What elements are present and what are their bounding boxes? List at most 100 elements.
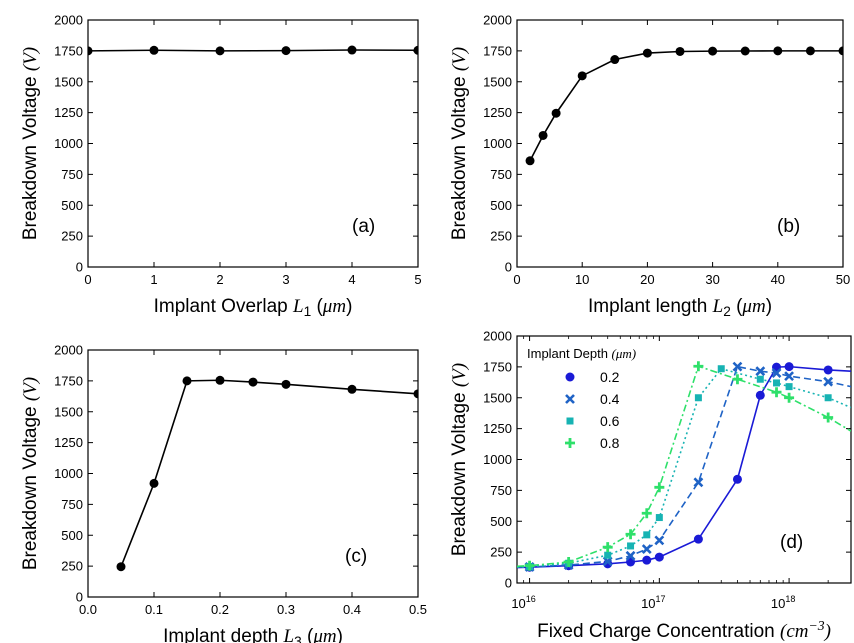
y-axis-label: Breakdown Voltage (V) bbox=[20, 47, 41, 240]
y-tick-label: 750 bbox=[490, 167, 512, 182]
data-point bbox=[771, 387, 782, 398]
data-point bbox=[525, 156, 535, 166]
panel-label: (d) bbox=[780, 532, 803, 553]
x-axis-label: Fixed Charge Concentration (cm−3​) bbox=[537, 618, 831, 642]
data-point bbox=[149, 45, 159, 55]
y-tick-label: 0 bbox=[505, 576, 512, 591]
y-tick-label: 2000 bbox=[483, 13, 512, 28]
y-tick-label: 1750 bbox=[54, 43, 83, 58]
y-tick-label: 1250 bbox=[483, 421, 512, 436]
data-point bbox=[755, 366, 766, 377]
data-point bbox=[732, 361, 743, 372]
legend-entry: 0.4 bbox=[600, 391, 620, 407]
data-layer bbox=[88, 45, 418, 56]
y-tick-label: 250 bbox=[490, 229, 512, 244]
data-point bbox=[732, 374, 743, 385]
legend-marker bbox=[565, 372, 575, 382]
data-point bbox=[641, 544, 652, 554]
y-tick-label: 500 bbox=[61, 198, 83, 213]
x-tick-label: 1017 bbox=[641, 594, 665, 611]
data-point bbox=[740, 46, 750, 56]
y-tick-label: 750 bbox=[61, 167, 83, 182]
legend-marker bbox=[565, 394, 575, 404]
y-tick-label: 250 bbox=[61, 229, 83, 244]
data-point bbox=[693, 361, 704, 372]
y-tick-label: 2000 bbox=[54, 343, 83, 358]
y-tick-label: 250 bbox=[61, 559, 83, 574]
data-layer bbox=[525, 46, 843, 166]
legend-marker bbox=[566, 417, 574, 425]
data-point bbox=[642, 555, 652, 565]
data-point bbox=[413, 45, 418, 55]
legend-entry: 0.6 bbox=[600, 413, 620, 429]
data-point bbox=[785, 383, 793, 391]
data-point bbox=[149, 478, 159, 488]
data-point bbox=[610, 55, 620, 65]
data-point bbox=[693, 477, 704, 488]
data-point bbox=[347, 45, 357, 55]
y-tick-label: 0 bbox=[505, 260, 512, 275]
y-tick-label: 1000 bbox=[54, 466, 83, 481]
data-point bbox=[551, 108, 561, 118]
y-tick-label: 500 bbox=[490, 198, 512, 213]
series-line bbox=[88, 49, 418, 52]
x-tick-label: 0.0 bbox=[79, 602, 97, 617]
y-tick-label: 1250 bbox=[54, 435, 83, 450]
x-tick-label: 0 bbox=[84, 272, 91, 287]
data-point bbox=[281, 46, 291, 56]
data-point bbox=[708, 46, 718, 56]
panel-a: 0 250 500 750 1000 1250 1500 1750 2000 0 1 2 3 4 5 Impl… bbox=[20, 13, 422, 320]
series-line bbox=[517, 367, 851, 568]
legend: Implant Depth (μm) 0.2 0.4 0.6 0.8 bbox=[527, 346, 636, 451]
data-point bbox=[347, 384, 357, 394]
data-point bbox=[717, 365, 725, 373]
panel-label: (a) bbox=[352, 216, 375, 237]
y-tick-label: 1250 bbox=[54, 105, 83, 120]
x-tick-label: 4 bbox=[348, 272, 355, 287]
panel-b: 0 250 500 750 1000 1250 1500 1750 2000 0 10 20 30 40 5… bbox=[449, 13, 850, 320]
y-tick-label: 1750 bbox=[54, 373, 83, 388]
data-point bbox=[694, 394, 702, 402]
y-tick-label: 500 bbox=[490, 514, 512, 529]
x-tick-label: 1 bbox=[150, 272, 157, 287]
data-point bbox=[784, 362, 794, 372]
x-tick-label: 0 bbox=[513, 272, 520, 287]
data-point bbox=[823, 365, 833, 375]
x-tick-label: 1018 bbox=[771, 594, 795, 611]
data-point bbox=[116, 562, 126, 572]
y-tick-label: 1750 bbox=[483, 43, 512, 58]
y-tick-label: 1500 bbox=[54, 74, 83, 89]
y-tick-label: 2000 bbox=[54, 13, 83, 28]
y-tick-label: 750 bbox=[61, 497, 83, 512]
x-tick-label: 0.5 bbox=[409, 602, 427, 617]
panel-label: (c) bbox=[345, 546, 367, 567]
data-point bbox=[805, 46, 815, 56]
plot-frame bbox=[87, 349, 419, 598]
y-tick-label: 1000 bbox=[483, 136, 512, 151]
data-point bbox=[654, 552, 664, 562]
data-point bbox=[675, 46, 685, 56]
data-point bbox=[838, 46, 843, 56]
data-layer bbox=[116, 375, 418, 572]
x-tick-label: 1016 bbox=[511, 594, 535, 611]
x-axis-label: Implant depth L3​ (μm) bbox=[163, 626, 343, 643]
panel-c: 0 250 500 750 1000 1250 1500 1750 2000 0.0 0.1 0.2 0… bbox=[20, 343, 427, 643]
data-point bbox=[563, 557, 574, 568]
x-tick-label: 2 bbox=[216, 272, 223, 287]
data-point bbox=[773, 379, 781, 387]
x-tick-label: 0.4 bbox=[343, 602, 361, 617]
data-point bbox=[625, 550, 636, 561]
data-point bbox=[215, 46, 225, 56]
data-point bbox=[577, 71, 587, 81]
x-axis-label: Implant length L2​ (μm) bbox=[588, 296, 772, 319]
legend-entry: 0.2 bbox=[600, 369, 620, 385]
y-axis-label: Breakdown Voltage (V) bbox=[449, 363, 470, 556]
y-tick-label: 1000 bbox=[483, 452, 512, 467]
data-point bbox=[413, 389, 418, 399]
y-tick-label: 1250 bbox=[483, 105, 512, 120]
y-tick-label: 0 bbox=[76, 260, 83, 275]
data-point bbox=[627, 542, 635, 550]
data-point bbox=[641, 508, 652, 519]
data-point bbox=[654, 535, 665, 546]
